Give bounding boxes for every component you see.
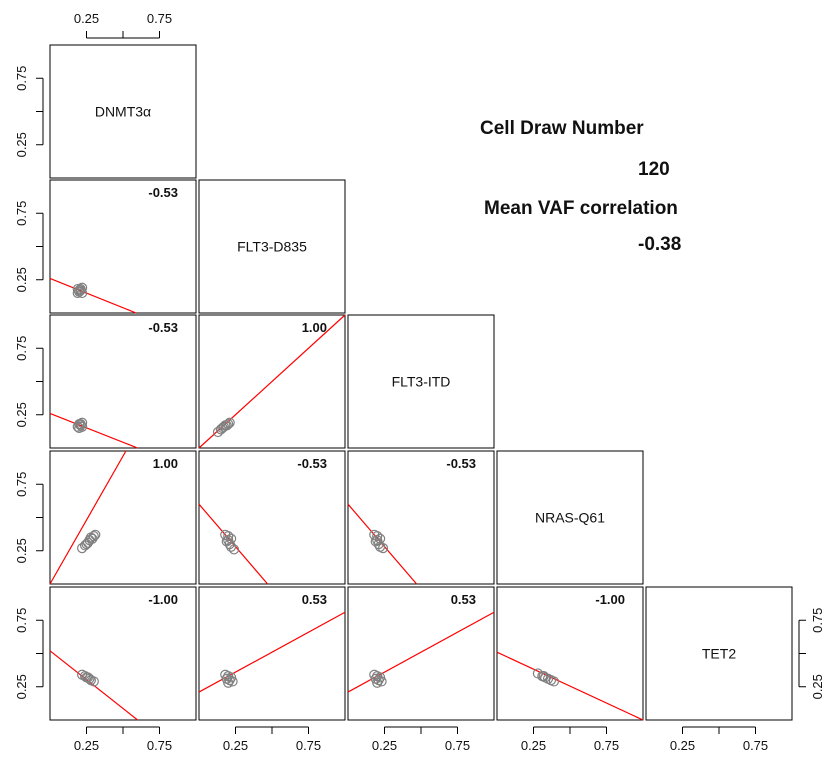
mean-vaf-value: -0.38 <box>638 234 682 255</box>
panel-frame <box>49 450 197 585</box>
correlation-label: 0.53 <box>302 592 327 607</box>
data-point <box>220 420 231 431</box>
y-tick-label: 0.75 <box>14 336 29 361</box>
data-point <box>372 531 383 542</box>
mean-vaf-label: Mean VAF correlation <box>484 198 678 219</box>
regression-line <box>347 611 495 693</box>
data-point <box>376 676 387 687</box>
y-tick-label: 0.25 <box>14 267 29 292</box>
panel-frame <box>49 314 197 449</box>
y-tick-label: 0.75 <box>14 608 29 633</box>
cell-draw-number: 120 <box>638 159 670 180</box>
y-tick-label: 0.75 <box>14 472 29 497</box>
correlation-label: 1.00 <box>153 456 178 471</box>
correlation-label: 1.00 <box>302 320 327 335</box>
panel-frame <box>347 586 495 721</box>
y-tick-label-right: 0.75 <box>810 608 825 633</box>
y-tick-label: 0.75 <box>14 201 29 226</box>
x-tick-label: 0.25 <box>74 738 99 753</box>
variable-label: DNMT3α <box>95 104 151 120</box>
data-point <box>81 672 92 683</box>
data-point <box>226 541 237 552</box>
x-tick-label: 0.75 <box>445 738 470 753</box>
panel-frame <box>198 314 346 449</box>
x-tick-label: 0.75 <box>594 738 619 753</box>
data-point <box>75 283 86 295</box>
data-point <box>88 531 99 542</box>
panel-frame <box>49 179 197 314</box>
x-tick-label: 0.25 <box>670 738 695 753</box>
data-point <box>227 676 238 687</box>
data-point <box>223 677 234 688</box>
regression-line <box>49 412 138 449</box>
y-tick-label: 0.25 <box>14 674 29 699</box>
y-tick-label: 0.25 <box>14 538 29 563</box>
cell-draw-title: Cell Draw Number <box>480 118 644 139</box>
panel-frame <box>198 586 346 721</box>
y-tick-label: 0.75 <box>14 66 29 91</box>
regression-line <box>496 651 644 721</box>
data-point <box>75 418 86 430</box>
data-point <box>74 285 85 296</box>
x-tick-label: 0.25 <box>223 738 248 753</box>
x-tick-label-top: 0.25 <box>74 11 99 26</box>
x-tick-label: 0.75 <box>743 738 768 753</box>
variable-label: TET2 <box>702 646 736 662</box>
data-point <box>217 422 228 434</box>
panel-frame <box>49 44 197 179</box>
correlation-label: -0.53 <box>446 456 476 471</box>
regression-line <box>198 611 346 693</box>
data-point <box>372 535 383 546</box>
correlation-label: 0.53 <box>451 592 476 607</box>
panel-frame <box>347 314 495 449</box>
panel-frame <box>496 586 644 721</box>
y-tick-label: 0.25 <box>14 132 29 157</box>
data-point <box>548 676 560 687</box>
data-point <box>538 671 549 682</box>
data-point <box>87 533 98 544</box>
data-point <box>72 421 83 432</box>
panel-frame <box>347 450 495 585</box>
regression-line <box>198 503 269 585</box>
data-point <box>81 538 92 550</box>
y-tick-label-right: 0.25 <box>810 674 825 699</box>
data-point <box>228 544 240 555</box>
data-point <box>372 677 383 688</box>
correlation-label: -0.53 <box>148 320 178 335</box>
panel-frame <box>198 450 346 585</box>
x-tick-label: 0.25 <box>372 738 397 753</box>
y-tick-label: 0.25 <box>14 402 29 427</box>
variable-label: FLT3-ITD <box>392 374 451 390</box>
data-point <box>223 531 234 542</box>
correlation-label: -1.00 <box>148 592 178 607</box>
panel-frame <box>645 586 793 721</box>
panel-frame <box>496 450 644 585</box>
correlation-label: -0.53 <box>297 456 327 471</box>
correlation-label: -0.53 <box>148 185 178 200</box>
regression-line <box>49 450 127 585</box>
x-tick-label: 0.75 <box>296 738 321 753</box>
x-tick-label-top: 0.75 <box>147 11 172 26</box>
data-point <box>223 535 234 546</box>
x-tick-label: 0.25 <box>521 738 546 753</box>
regression-line <box>49 277 137 314</box>
variable-label: FLT3-D835 <box>237 239 307 255</box>
variable-label: NRAS-Q61 <box>535 510 605 526</box>
panel-frame <box>49 586 197 721</box>
panel-frame <box>198 179 346 314</box>
data-point <box>377 542 389 554</box>
correlation-label: -1.00 <box>595 592 625 607</box>
x-tick-label: 0.75 <box>147 738 172 753</box>
